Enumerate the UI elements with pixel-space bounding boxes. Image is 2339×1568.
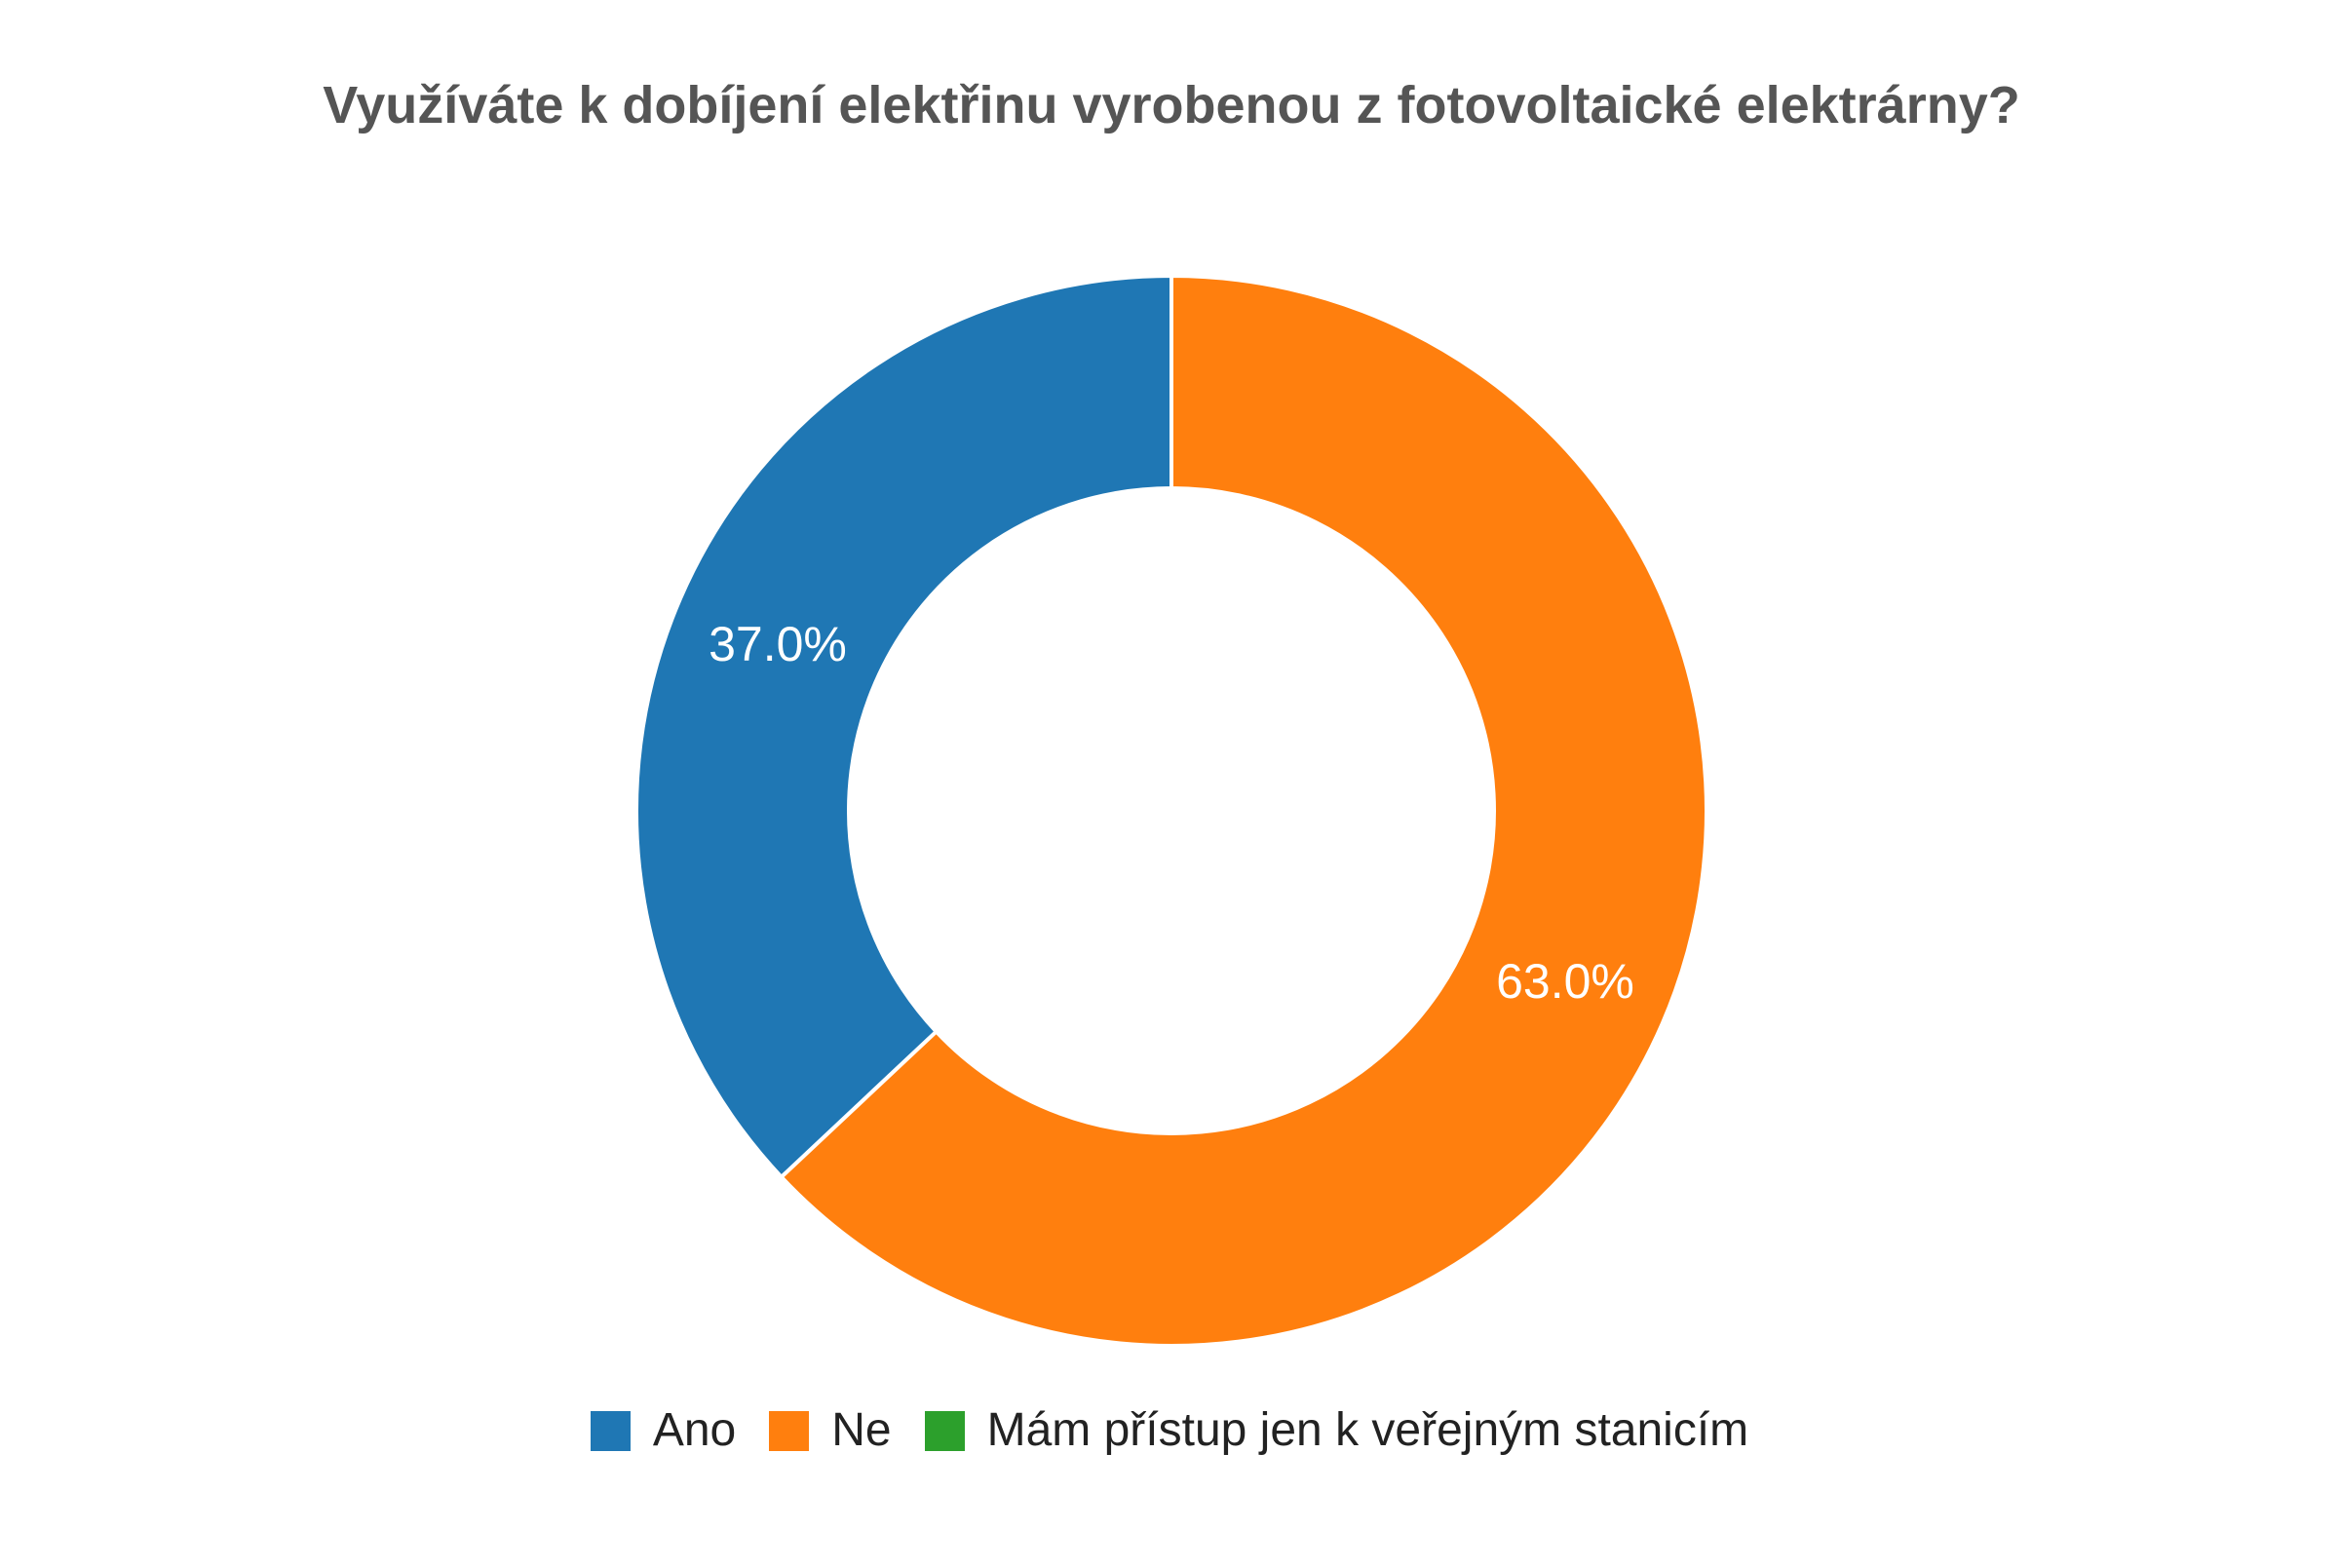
donut-slice-ne[interactable] (779, 274, 1708, 1348)
slice-label-ano: 37.0% (709, 617, 847, 671)
legend-swatch-public-stations (924, 1410, 965, 1451)
legend-swatch-ano (590, 1410, 631, 1451)
legend-item-public-stations[interactable]: Mám přístup jen k veřejným stanicím (924, 1404, 1749, 1456)
chart-title: Využíváte k dobíjení elektřinu vyrobenou… (323, 76, 2020, 134)
donut-slices (634, 274, 1708, 1348)
legend-label-public-stations: Mám přístup jen k veřejným stanicím (986, 1404, 1749, 1456)
chart-legend: Ano Ne Mám přístup jen k veřejným stanic… (0, 1405, 2339, 1456)
legend-label-ano: Ano (652, 1404, 737, 1456)
legend-swatch-ne (769, 1410, 810, 1451)
legend-label-ne: Ne (831, 1404, 892, 1456)
legend-item-ano[interactable]: Ano (590, 1404, 737, 1456)
slice-label-ne: 63.0% (1496, 954, 1634, 1009)
donut-slice-ano[interactable] (634, 274, 1173, 1179)
legend-item-ne[interactable]: Ne (769, 1404, 892, 1456)
